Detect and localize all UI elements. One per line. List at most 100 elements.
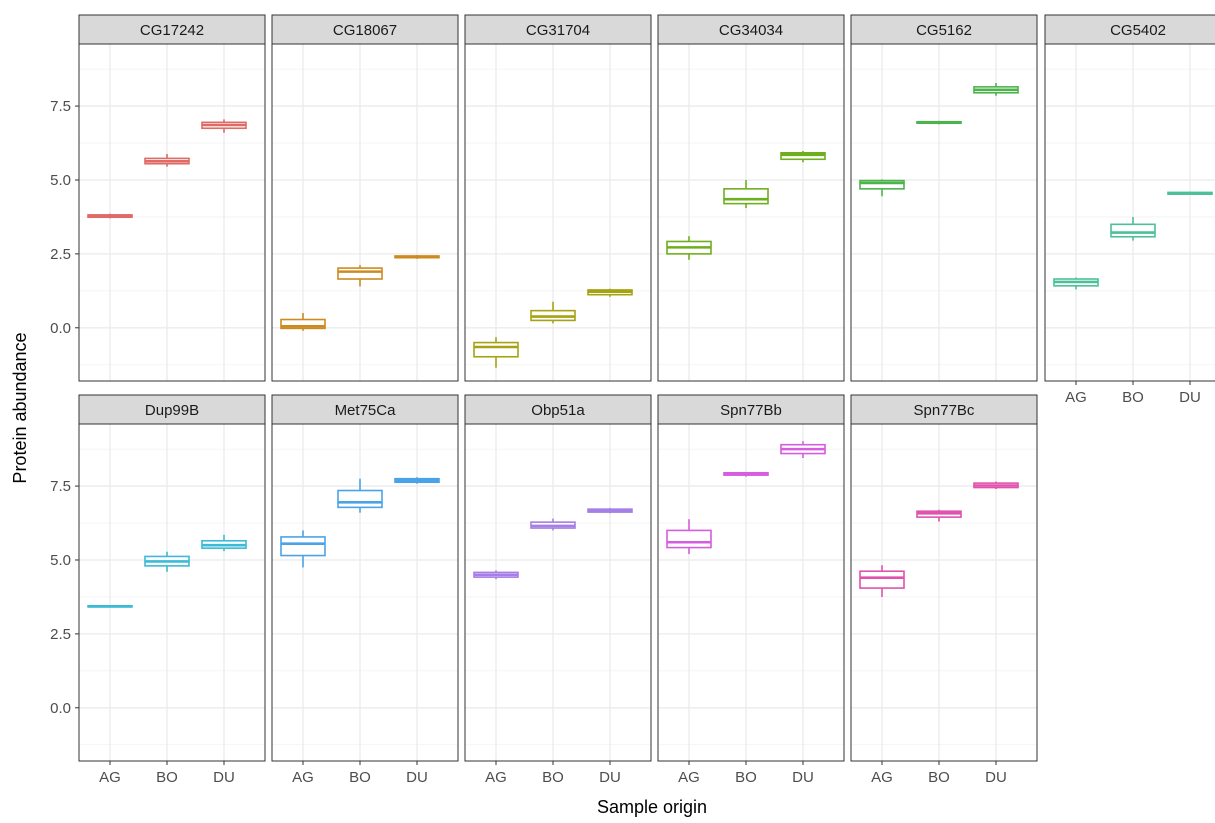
panel-border	[657, 423, 845, 762]
box-bo	[337, 478, 383, 513]
x-tick-label: DU	[599, 769, 621, 786]
panel-background	[465, 44, 651, 381]
box-du	[201, 119, 247, 133]
box-body	[1110, 223, 1156, 238]
y-axis-title: Protein abundance	[10, 332, 30, 483]
box-ag	[87, 605, 133, 608]
y-tick-label: 7.5	[50, 478, 71, 495]
x-tick-label: DU	[985, 769, 1007, 786]
box-ag	[859, 565, 905, 597]
y-tick-label: 5.0	[50, 552, 71, 569]
panel-border	[78, 43, 266, 382]
box-du	[973, 83, 1019, 96]
box-du	[587, 507, 633, 514]
panel-spn77bb: Spn77Bb AG BO DU	[657, 394, 845, 786]
box-bo	[723, 471, 769, 477]
box-ag	[666, 236, 712, 260]
panel-cg31704: CG31704	[464, 14, 652, 382]
box-body	[280, 318, 326, 330]
y-tick-label: 5.0	[50, 172, 71, 189]
x-tick-label: AG	[871, 769, 893, 786]
x-tick-label: BO	[735, 769, 757, 786]
panel-border	[850, 43, 1038, 382]
box-ag	[280, 530, 326, 568]
facet-label: Spn77Bc	[914, 402, 975, 419]
facet-strip	[271, 14, 459, 45]
facet-strip	[464, 394, 652, 425]
facet-panels: CG17242 0.0 2.5 5.0 7.5 CG18067 CG31704 CG34034…	[50, 14, 1215, 786]
panel-dup99b: Dup99B 0.0 2.5 5.0 7.5 AG BO DU	[50, 394, 266, 786]
box-bo	[916, 120, 962, 125]
facet-label: Met75Ca	[335, 402, 397, 419]
x-tick-label: BO	[349, 769, 371, 786]
box-body	[337, 267, 383, 280]
x-tick-label: DU	[792, 769, 814, 786]
box-bo	[530, 301, 576, 324]
panel-border	[850, 423, 1038, 762]
panel-background	[851, 424, 1037, 761]
facet-label: Spn77Bb	[720, 402, 782, 419]
facet-label: CG5162	[916, 22, 972, 39]
x-tick-label: AG	[678, 769, 700, 786]
panel-background	[79, 424, 265, 761]
panel-obp51a: Obp51a AG BO DU	[464, 394, 652, 786]
y-tick-label: 2.5	[50, 246, 71, 263]
x-tick-label: AG	[485, 769, 507, 786]
panel-cg5162: CG5162	[850, 14, 1038, 382]
box-bo	[337, 265, 383, 287]
x-tick-label: AG	[99, 769, 121, 786]
box-body	[666, 529, 712, 549]
x-tick-label: AG	[292, 769, 314, 786]
box-body	[859, 179, 905, 190]
box-ag	[87, 213, 133, 219]
facet-strip	[271, 394, 459, 425]
x-tick-label: DU	[406, 769, 428, 786]
facet-label: Obp51a	[531, 402, 585, 419]
panel-border	[271, 43, 459, 382]
panel-border	[1044, 43, 1215, 382]
facet-label: Dup99B	[145, 402, 199, 419]
x-tick-label: BO	[928, 769, 950, 786]
box-du	[394, 255, 440, 259]
panel-background	[79, 44, 265, 381]
facet-label: CG31704	[526, 22, 590, 39]
y-tick-label: 0.0	[50, 320, 71, 337]
box-du	[394, 477, 440, 484]
facet-strip	[850, 14, 1038, 45]
box-du	[973, 481, 1019, 490]
panel-border	[464, 43, 652, 382]
x-tick-label: BO	[542, 769, 564, 786]
panel-border	[271, 423, 459, 762]
box-ag	[473, 570, 519, 580]
panel-cg17242: CG17242 0.0 2.5 5.0 7.5	[50, 14, 266, 382]
box-du	[587, 288, 633, 297]
facet-label: CG18067	[333, 22, 397, 39]
panel-met75ca: Met75Ca AG BO DU	[271, 394, 459, 786]
panel-cg18067: CG18067	[271, 14, 459, 382]
box-du	[780, 441, 826, 458]
x-tick-label: DU	[1179, 389, 1201, 406]
facet-strip	[78, 394, 266, 425]
box-body	[723, 188, 769, 205]
box-ag	[280, 313, 326, 331]
box-ag	[1053, 277, 1099, 290]
panel-border	[464, 423, 652, 762]
box-bo	[1110, 216, 1156, 241]
box-bo	[144, 153, 190, 167]
panel-border	[657, 43, 845, 382]
panel-cg5402: CG5402 AG BO DU	[1044, 14, 1215, 406]
x-tick-label: BO	[1122, 389, 1144, 406]
box-bo	[723, 179, 769, 209]
box-du	[780, 151, 826, 163]
panel-cg34034: CG34034	[657, 14, 845, 382]
y-tick-label: 0.0	[50, 700, 71, 717]
facet-strip	[78, 14, 266, 45]
x-tick-label: DU	[213, 769, 235, 786]
y-tick-label: 2.5	[50, 626, 71, 643]
panel-background	[272, 44, 458, 381]
panel-background	[851, 44, 1037, 381]
box-bo	[916, 509, 962, 522]
panel-background	[272, 424, 458, 761]
facet-strip	[1044, 14, 1215, 45]
box-ag	[666, 519, 712, 555]
